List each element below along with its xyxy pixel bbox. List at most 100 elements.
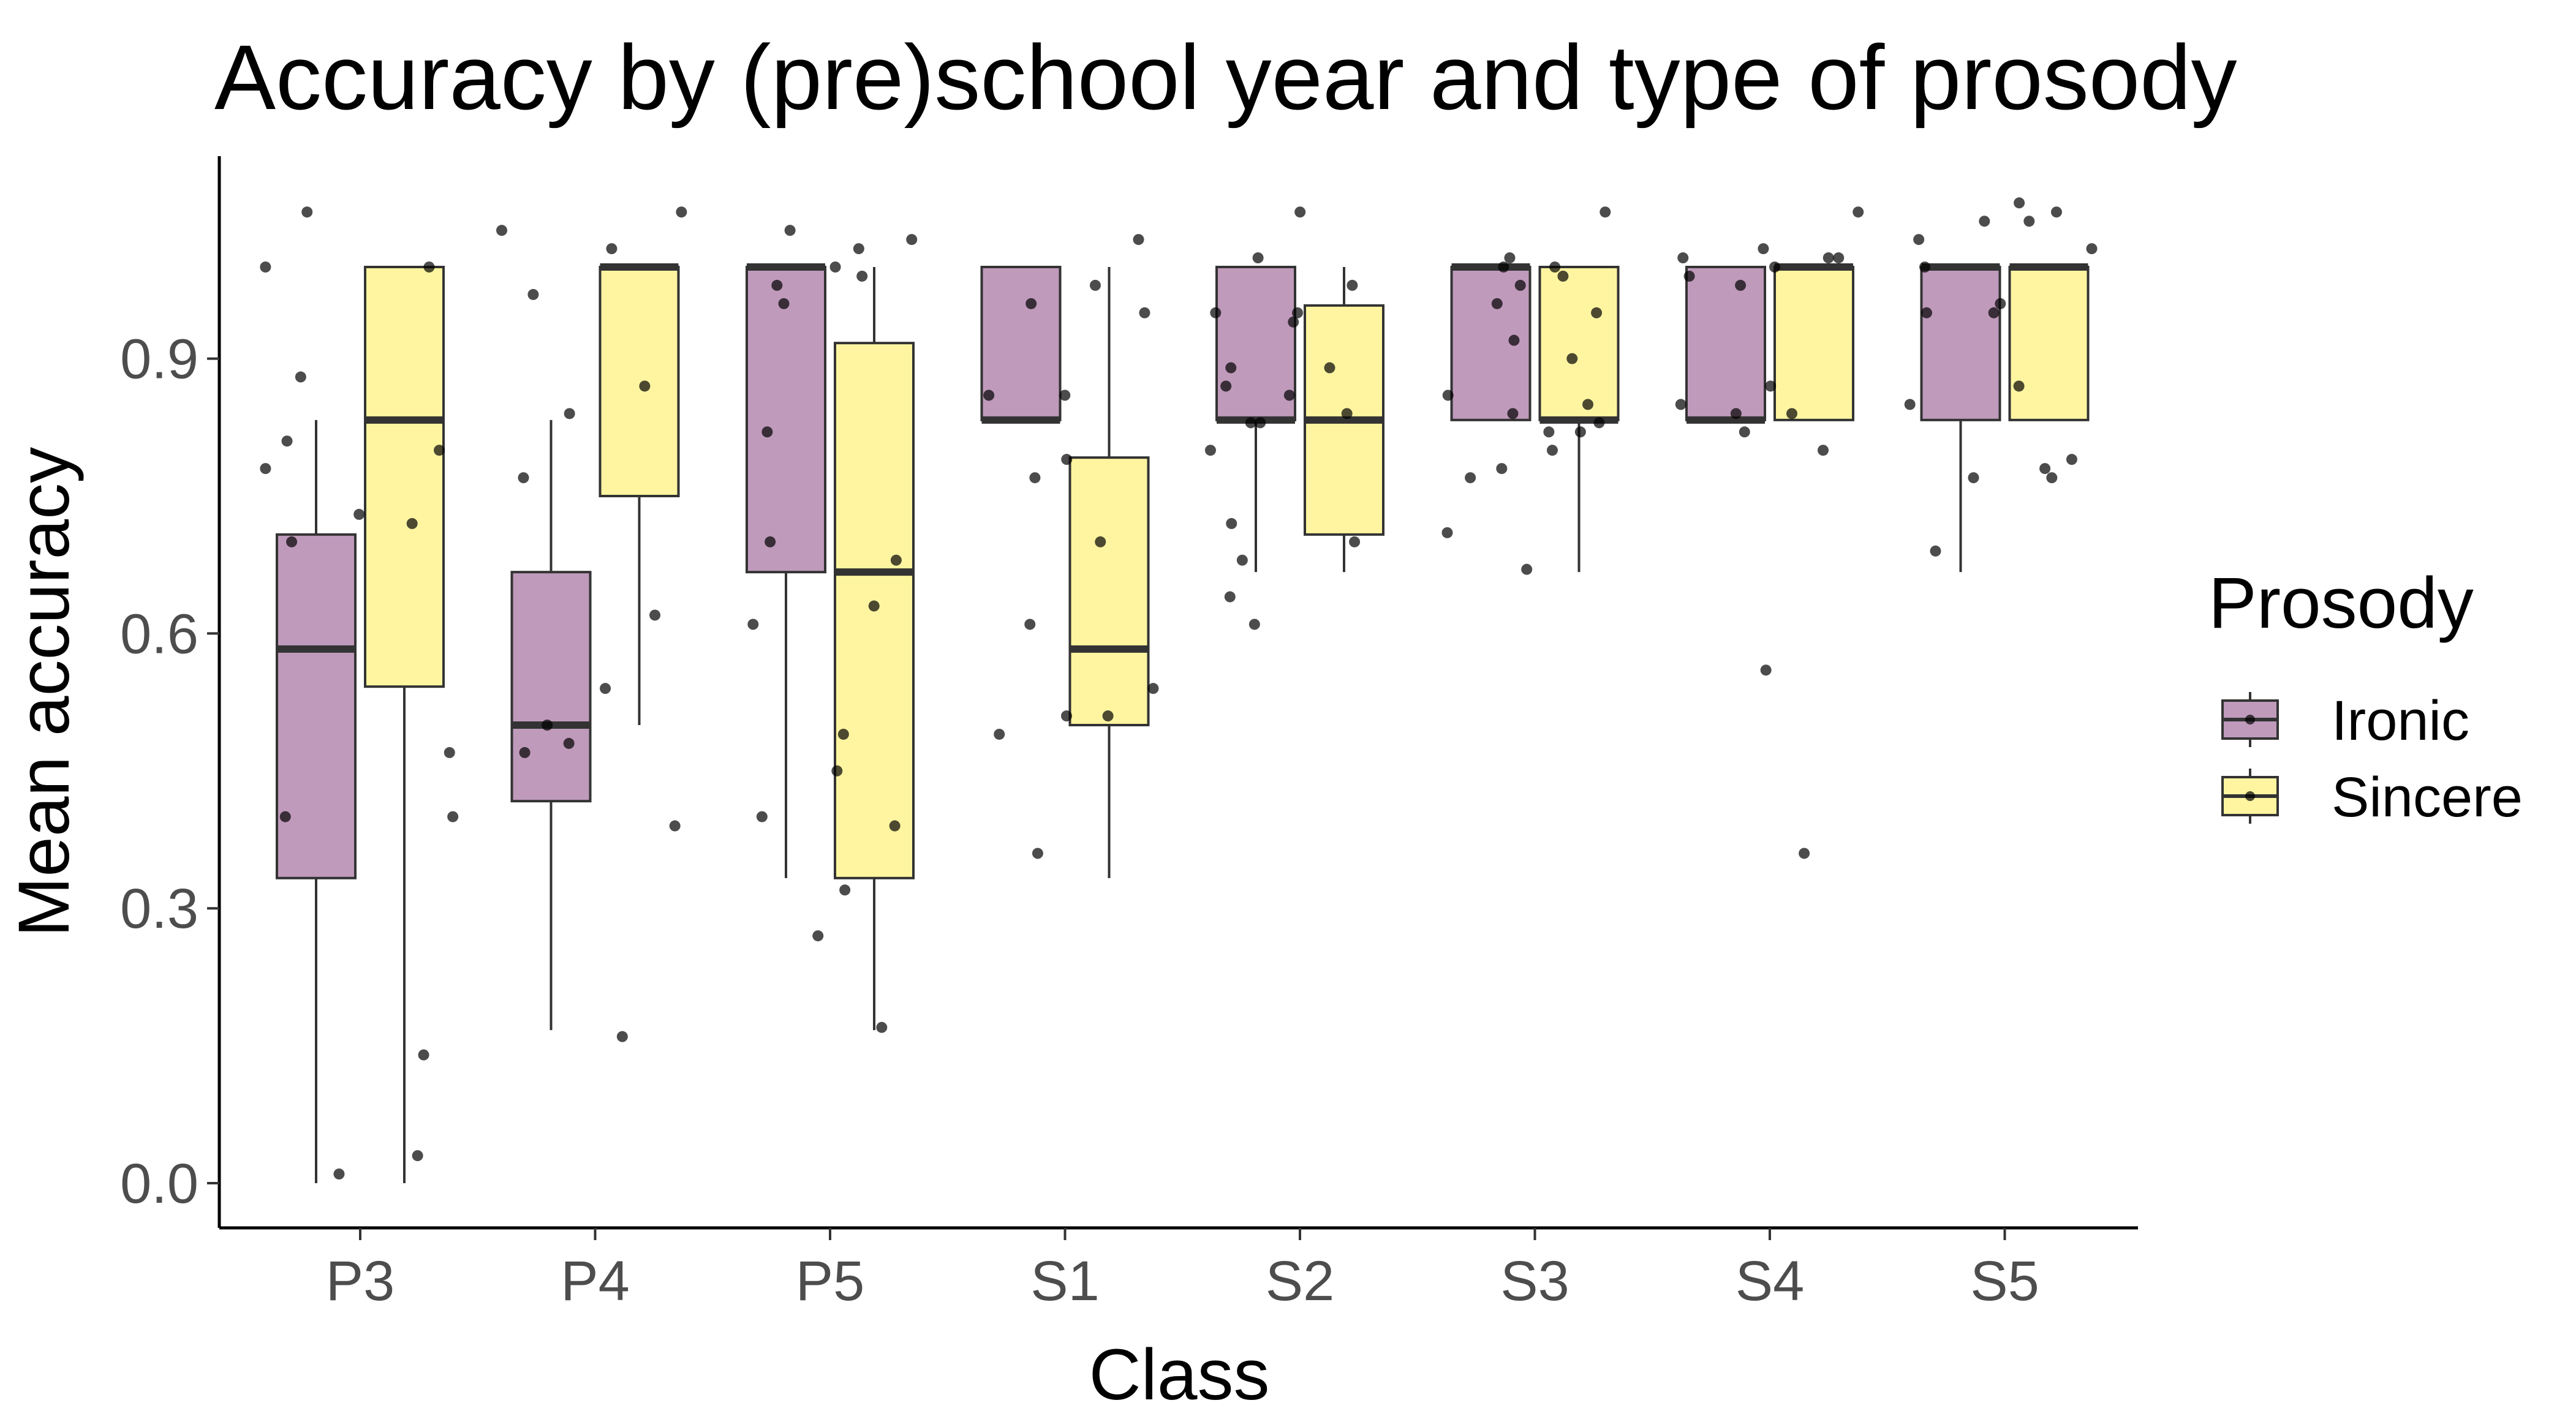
data-point xyxy=(1442,389,1454,401)
data-point xyxy=(527,288,539,300)
data-point xyxy=(423,261,435,273)
data-point xyxy=(1913,234,1925,246)
data-point xyxy=(906,234,918,246)
x-tick-label: P4 xyxy=(561,1250,630,1312)
box-rect xyxy=(746,266,826,574)
data-point xyxy=(1921,307,1932,318)
data-point xyxy=(1025,298,1037,309)
data-point xyxy=(1799,848,1810,859)
data-point xyxy=(1735,279,1747,291)
data-point xyxy=(1508,334,1520,346)
box-rect xyxy=(1685,266,1766,421)
x-tick-label: S1 xyxy=(1030,1250,1100,1312)
data-point xyxy=(1833,252,1845,264)
data-point xyxy=(1102,710,1114,722)
data-point xyxy=(1225,362,1237,374)
data-point xyxy=(260,261,271,273)
box-sincere-s5 xyxy=(2008,263,2090,421)
data-point xyxy=(1498,261,1509,273)
y-tick-label: 0.9 xyxy=(120,328,198,391)
data-point xyxy=(1059,389,1071,401)
data-point xyxy=(2039,463,2051,475)
data-point xyxy=(1549,261,1561,273)
data-point xyxy=(747,619,759,630)
data-point xyxy=(295,371,306,383)
x-axis-title: Class xyxy=(1089,1334,1269,1415)
box-sincere-s4 xyxy=(1773,263,1854,421)
data-point xyxy=(1582,399,1594,410)
data-point xyxy=(1060,710,1072,722)
data-point xyxy=(1061,454,1073,465)
data-point xyxy=(563,737,575,749)
box-rect xyxy=(1068,456,1150,727)
data-point xyxy=(1822,252,1834,264)
data-point xyxy=(853,243,864,255)
data-point xyxy=(1089,279,1101,291)
data-point xyxy=(353,508,365,520)
legend-key-sincere: Sincere xyxy=(2221,766,2523,829)
data-point xyxy=(1566,353,1578,364)
data-point xyxy=(1504,252,1516,264)
data-point xyxy=(301,206,313,218)
data-point xyxy=(286,536,298,547)
box-ironic-s5 xyxy=(1920,263,2001,573)
data-point xyxy=(2023,216,2035,227)
data-point xyxy=(1904,399,1916,410)
data-point xyxy=(1245,417,1256,429)
data-point xyxy=(1730,408,1742,419)
data-point xyxy=(2050,206,2062,218)
data-point xyxy=(765,536,776,547)
data-point xyxy=(649,609,661,621)
data-point xyxy=(2066,454,2077,465)
data-point xyxy=(771,279,783,291)
data-point xyxy=(837,728,849,740)
data-point xyxy=(444,747,455,758)
legend-point xyxy=(2245,715,2255,724)
data-point xyxy=(1255,417,1266,429)
data-point xyxy=(856,270,868,282)
data-point xyxy=(1283,389,1295,401)
data-point xyxy=(812,930,824,942)
box-sincere-p3 xyxy=(364,266,445,1183)
box-ironic-s1 xyxy=(980,266,1062,424)
data-point xyxy=(1095,536,1106,547)
data-point xyxy=(676,206,687,218)
data-point xyxy=(418,1049,429,1061)
data-point xyxy=(1236,554,1248,566)
box-rect xyxy=(1215,266,1296,421)
data-point xyxy=(1210,307,1222,318)
data-point xyxy=(600,683,611,694)
data-point xyxy=(756,811,768,822)
x-tick-label: S4 xyxy=(1736,1250,1805,1312)
data-point xyxy=(1349,536,1361,547)
legend-keys: Ironic Sincere xyxy=(2221,690,2523,829)
data-point xyxy=(1514,279,1526,291)
data-point xyxy=(1574,426,1586,438)
data-point xyxy=(1543,426,1555,438)
data-point xyxy=(831,765,843,777)
data-point xyxy=(1465,472,1476,484)
data-point xyxy=(784,225,796,236)
y-tick-label: 0.3 xyxy=(120,878,198,940)
box-rect xyxy=(364,266,445,688)
data-point xyxy=(616,1031,628,1042)
data-point xyxy=(1995,298,2006,309)
y-axis-title: Mean accuracy xyxy=(4,447,85,937)
x-axis-ticks: P3 P4 P5 S1 S2 S3 S4 S5 xyxy=(326,1228,2039,1312)
data-point xyxy=(839,884,851,896)
data-point xyxy=(2014,197,2025,209)
data-point xyxy=(1853,206,1864,218)
data-point xyxy=(1739,426,1750,438)
legend-label: Ironic xyxy=(2332,690,2469,752)
box-rect xyxy=(1773,266,1854,421)
x-tick-label: S2 xyxy=(1266,1250,1335,1312)
legend-title: Prosody xyxy=(2208,563,2474,644)
data-point xyxy=(1032,848,1043,859)
data-point xyxy=(2013,380,2025,392)
box-sincere-p5 xyxy=(834,267,915,1031)
box-rect xyxy=(1920,266,2001,421)
data-point xyxy=(1760,664,1772,676)
data-point xyxy=(761,426,773,438)
data-point xyxy=(983,389,995,401)
